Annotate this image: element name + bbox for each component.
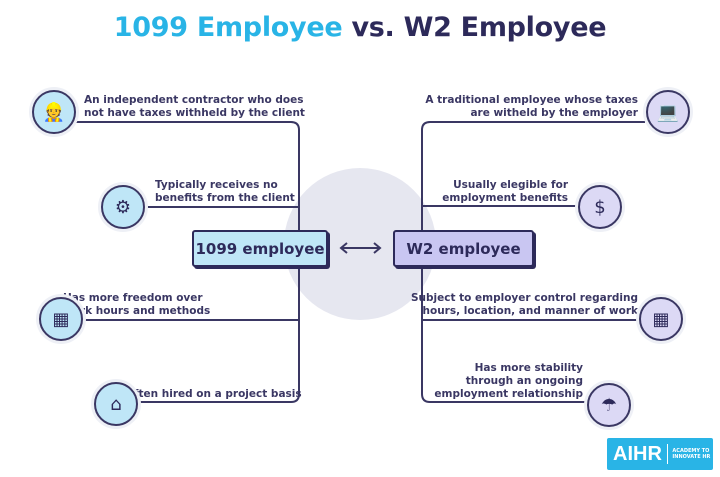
team-icon: ☂ <box>587 383 631 427</box>
label-w2-employee: W2 employee <box>393 230 534 267</box>
office-worker-icon: 💻 <box>646 90 690 134</box>
benefits-icon: $ <box>578 185 622 229</box>
right-item-4-text: Has more stability through an ongoing em… <box>434 362 583 400</box>
right-item-3-text: Subject to employer control regarding ho… <box>410 292 638 317</box>
right-item-1-text: A traditional employee whose taxes are w… <box>425 94 638 119</box>
schedule-icon: ▦ <box>639 297 683 341</box>
calendar-icon: ▦ <box>39 297 83 341</box>
project-icon: ⌂ <box>94 382 138 426</box>
right-item-2-text: Usually elegible for employment benefits <box>442 179 568 204</box>
logo-divider <box>666 444 668 464</box>
left-item-2-text: Typically receives no benefits from the … <box>155 179 295 204</box>
aihr-logo: AIHR ACADEMY TO INNOVATE HR <box>607 438 713 470</box>
center-circle <box>284 168 436 320</box>
contractor-icon: 👷 <box>32 90 76 134</box>
network-icon: ⚙ <box>101 185 145 229</box>
left-item-1-text: An independent contractor who does not h… <box>84 94 305 119</box>
page-title: 1099 Employee vs. W2 Employee <box>113 12 607 43</box>
left-item-4-text: Often hired on a project basis <box>125 388 302 400</box>
label-1099-employee: 1099 employee <box>192 230 328 267</box>
double-arrow-icon <box>339 242 382 254</box>
left-item-3-text: Has more freedom over work hours and met… <box>63 292 211 317</box>
